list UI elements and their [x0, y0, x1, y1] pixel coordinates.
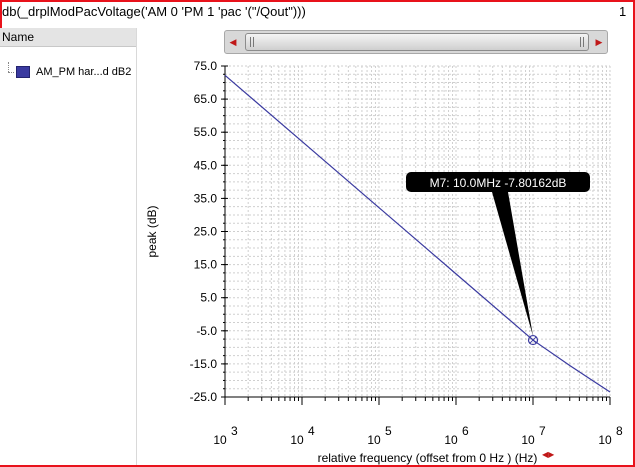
series-line-am-pm — [224, 74, 611, 393]
legend-item-trace[interactable]: AM_PM har...d dB2 — [16, 66, 131, 78]
marker-circle-icon — [527, 334, 539, 346]
y-tick-label: 65.0 — [194, 92, 218, 106]
y-tick-label: 55.0 — [194, 125, 218, 139]
marker-cross-b — [529, 336, 537, 344]
plot-title: db(_drplModPacVoltage('AM 0 'PM 1 'pac '… — [2, 4, 306, 19]
x-tick-exponent: 3 — [231, 424, 238, 438]
marker-label-box — [406, 172, 590, 192]
thumb-right-grip-icon[interactable] — [580, 37, 584, 47]
y-tick-label: -15.0 — [190, 357, 218, 371]
tree-connector-vertical — [8, 62, 10, 72]
trace-legend-pane: Name AM_PM har...d dB2 — [0, 28, 137, 465]
scroll-thumb[interactable] — [245, 33, 589, 51]
trace-color-swatch — [16, 66, 30, 78]
y-tick-labels: 75.0 65.0 55.0 45.0 35.0 25.0 15.0 5.0 -5.0 -15.0… — [190, 59, 218, 404]
x-tick-exponent: 8 — [616, 424, 623, 438]
y-tick-label: -25.0 — [190, 390, 218, 404]
marker-m7[interactable]: M7: 10.0MHz -7.80162dB — [406, 172, 590, 346]
x-tick-labels: 10 3 10 4 10 5 10 6 10 7 10 8 — [213, 424, 623, 447]
more-right-indicator-icon[interactable]: ◀▶ — [542, 450, 555, 459]
legend-item-label: AM_PM har...d dB2 — [36, 66, 132, 78]
legend-header[interactable]: Name — [0, 28, 136, 47]
x-tick-label: 10 — [290, 433, 304, 447]
scroll-left-arrow-icon[interactable]: ◀ — [229, 36, 237, 47]
x-zoom-scrollbar[interactable]: ◀ ▶ — [224, 30, 608, 54]
tree-connector-horizontal — [8, 72, 14, 74]
y-axis-label: peak (dB) — [145, 205, 159, 257]
axes — [221, 65, 611, 405]
y-tick-label: -5.0 — [196, 324, 217, 338]
marker-pointer — [492, 192, 533, 337]
grid — [224, 65, 611, 398]
x-axis-label: relative frequency (offset from 0 Hz ) (… — [318, 451, 538, 465]
x-tick-label: 10 — [521, 433, 535, 447]
y-tick-label: 45.0 — [194, 158, 218, 172]
x-tick-exponent: 6 — [462, 424, 469, 438]
x-tick-exponent: 7 — [539, 424, 546, 438]
y-tick-label: 25.0 — [194, 225, 218, 239]
marker-label: M7: 10.0MHz -7.80162dB — [430, 176, 567, 190]
x-tick-label: 10 — [213, 433, 227, 447]
thumb-left-grip-icon[interactable] — [250, 37, 254, 47]
series — [224, 74, 611, 393]
x-tick-exponent: 4 — [308, 424, 315, 438]
y-tick-label: 75.0 — [194, 59, 218, 73]
x-tick-label: 10 — [367, 433, 381, 447]
subwindow-number: 1 — [619, 4, 627, 19]
x-tick-label: 10 — [598, 433, 612, 447]
y-tick-label: 5.0 — [200, 291, 217, 305]
scroll-right-arrow-icon[interactable]: ▶ — [595, 36, 603, 47]
x-tick-label: 10 — [444, 433, 458, 447]
x-tick-exponent: 5 — [385, 424, 392, 438]
y-tick-label: 35.0 — [194, 191, 218, 205]
y-tick-label: 15.0 — [194, 258, 218, 272]
